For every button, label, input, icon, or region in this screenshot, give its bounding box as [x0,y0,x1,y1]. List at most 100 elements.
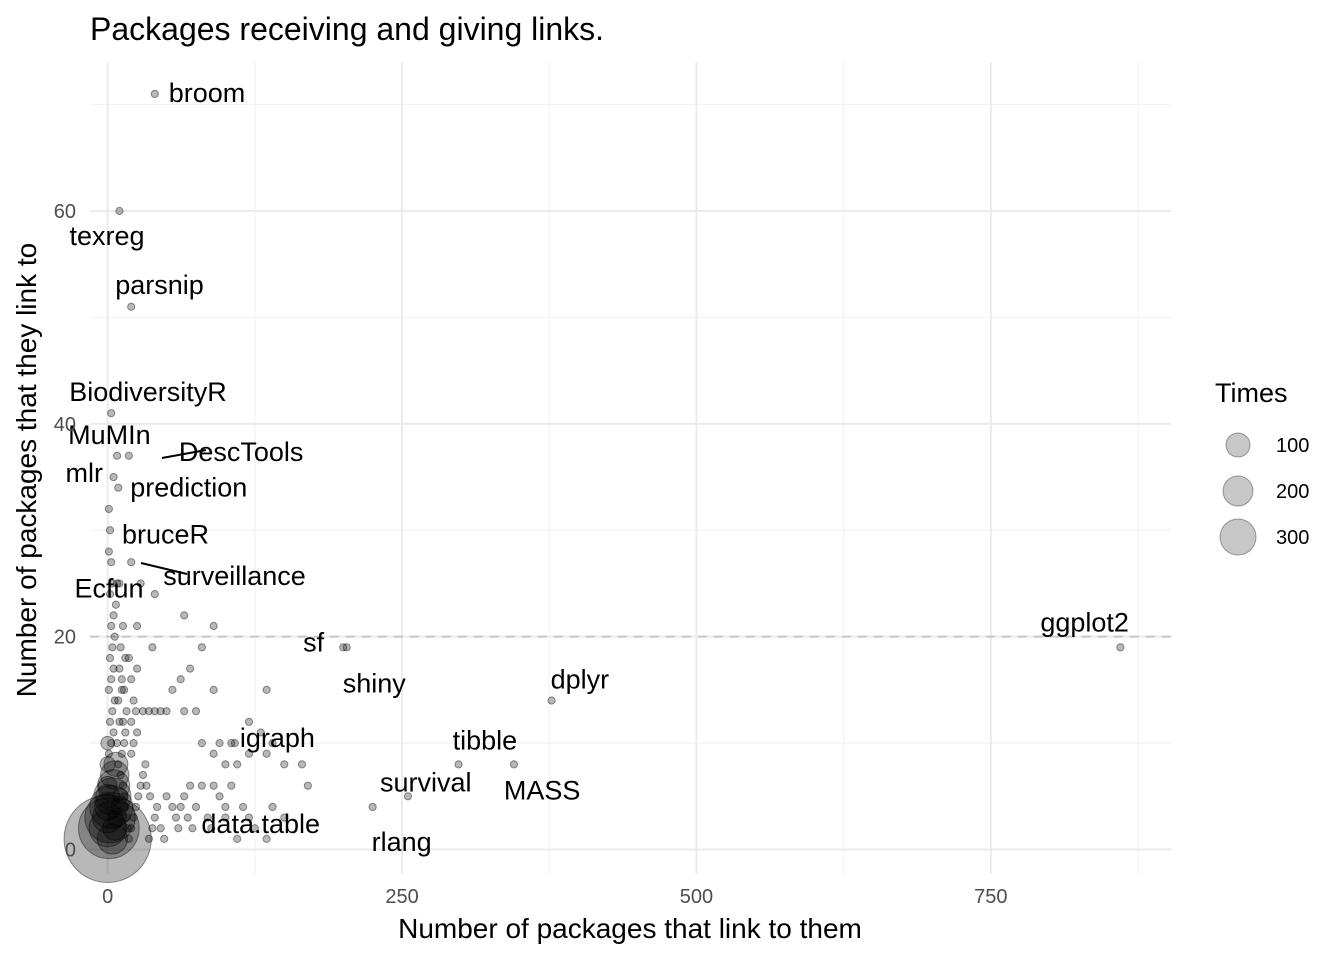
data-point [112,451,122,460]
data-point [183,813,192,822]
data-point [93,777,132,816]
data-point [144,707,153,716]
data-point [142,781,151,790]
data-point [509,760,519,769]
data-point [96,823,129,855]
data-point [107,675,116,684]
data-point [117,749,126,758]
data-point [100,735,115,751]
data-point [131,707,141,716]
data-point [174,824,183,833]
data-point [209,685,218,694]
y-tick-label: 20 [54,627,76,649]
data-point [162,707,171,716]
data-point [124,834,133,843]
data-point [129,813,138,822]
legend-key-100 [1225,432,1251,458]
point-label-data-table: data.table [201,809,320,839]
data-point [233,760,242,769]
data-point [138,707,148,716]
data-point [127,824,136,833]
legend-title: Times [1215,378,1288,408]
data-point [171,813,181,822]
data-point [148,643,157,652]
data-point [547,696,556,705]
data-point [117,675,126,684]
data-point [121,802,130,812]
data-point [109,728,118,737]
data-point [127,675,136,684]
data-point [262,685,271,694]
data-point [303,781,312,790]
data-point [280,760,289,769]
point-label-dplyr: dplyr [551,665,610,695]
data-point [191,802,201,812]
label-leader-line [140,562,188,575]
legend-key-300 [1219,518,1257,556]
legend-label-300: 300 [1276,527,1309,549]
data-point [115,664,124,673]
data-point [122,813,131,822]
data-point [207,824,216,833]
data-point [185,664,195,673]
data-point [162,792,171,801]
data-point [280,813,289,822]
data-point [120,792,129,801]
legend: Times 100 200 300 [1215,378,1309,556]
data-point [118,717,128,726]
data-point [141,760,150,769]
data-point [138,770,148,780]
data-point [105,717,115,726]
data-point [120,685,129,694]
data-point [111,600,121,609]
data-point [95,783,121,809]
data-point [63,794,152,883]
point-label-biodiversityr: BiodiversityR [69,377,227,407]
data-point [123,824,132,833]
data-point [454,760,463,769]
data-point [145,792,155,801]
data-point [150,707,159,716]
point-label-prediction: prediction [130,473,247,503]
data-point [133,728,142,737]
data-point [127,749,136,758]
point-labels: broom texreg parsnip BiodiversityR MuMIn Desc… [66,78,1129,857]
point-label-sf: sf [303,627,325,657]
point-label-igraph: igraph [240,723,315,753]
data-point [144,834,153,843]
point-label-survival: survival [380,767,472,797]
data-point [127,302,136,311]
data-point [244,749,254,758]
point-label-parsnip: parsnip [115,270,204,300]
data-point [127,558,136,567]
data-point [117,685,126,694]
data-point [105,653,115,663]
data-point [84,791,136,844]
data-point [110,632,119,641]
data-point [114,483,123,492]
data-point [108,643,117,652]
data-point [197,643,206,652]
data-point [129,739,138,748]
data-point [180,792,189,801]
data-point [133,621,142,631]
data-point [116,643,125,652]
data-point [112,788,129,805]
data-point [238,802,248,812]
data-point [116,770,125,780]
data-point [256,728,265,737]
point-label-ecfun: Ecfun [74,573,143,603]
data-point [104,685,113,694]
data-point [88,809,127,848]
y-tick-label: 0 [65,840,76,862]
point-label-brucer: bruceR [122,519,209,549]
data-point [94,793,122,821]
data-point [233,834,242,843]
data-point [103,751,129,777]
data-point [244,717,254,726]
data-point [105,590,115,599]
data-point [168,685,177,694]
data-point [368,802,377,812]
data-point [129,696,138,705]
x-axis-title: Number of packages that link to them [398,913,862,944]
